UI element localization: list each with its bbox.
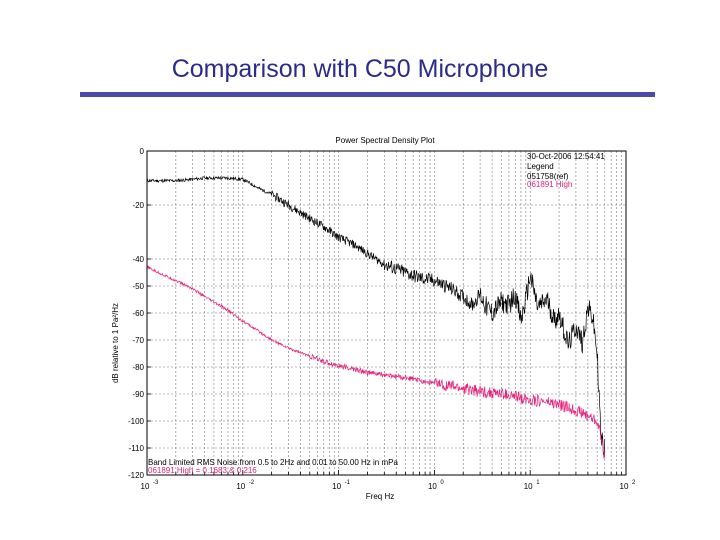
- y-tick-label: -90: [132, 390, 144, 399]
- y-tick-label: -120: [128, 471, 145, 480]
- x-tick-label: 10: [141, 482, 150, 491]
- annotation-line-1: Band Limited RMS Noise from 0.5 to 2Hz a…: [148, 458, 398, 467]
- x-tick-label: 10: [620, 482, 629, 491]
- legend-heading: Legend: [527, 162, 554, 171]
- series-line-high: [146, 265, 606, 459]
- y-tick-label: -70: [132, 336, 144, 345]
- series-layer: [146, 175, 606, 459]
- x-tick-label-exponent: 1: [536, 480, 540, 486]
- tick-layer: 10 -3 10 -2 10 -1 10 0 10 1 10 20-20-40-50-60-70-80…: [128, 147, 636, 491]
- x-tick-label-exponent: -2: [249, 480, 255, 486]
- psd-chart: 10 -3 10 -2 10 -1 10 0 10 1 10 20-20-40-50-60-70-80…: [111, 136, 636, 501]
- x-tick-label: 10: [332, 482, 341, 491]
- title-underline: [80, 92, 655, 97]
- legend-entry-ref: 051758(ref): [527, 172, 569, 181]
- y-tick-label: 0: [140, 147, 145, 156]
- legend-timestamp: 30-Oct-2006 12:54:41: [527, 152, 605, 161]
- x-tick-label: 10: [428, 482, 437, 491]
- y-tick-label: -40: [132, 255, 144, 264]
- y-tick-label: -50: [132, 282, 144, 291]
- x-axis-label: Freq Hz: [366, 492, 394, 501]
- x-tick-label-exponent: 2: [632, 480, 636, 486]
- y-tick-label: -110: [129, 444, 145, 453]
- x-tick-label-exponent: 0: [440, 480, 444, 486]
- y-tick-label: -80: [132, 363, 144, 372]
- x-tick-label-exponent: -1: [345, 480, 351, 486]
- series-line-reference: [146, 175, 606, 456]
- rms-noise-annotation: Band Limited RMS Noise from 0.5 to 2Hz a…: [148, 458, 398, 475]
- y-axis-label: dB relative to 1 Pa²/Hz: [111, 303, 120, 383]
- y-tick-label: -20: [132, 201, 144, 210]
- legend-entry-high: 061891 High: [527, 180, 572, 189]
- x-tick-label: 10: [524, 482, 533, 491]
- x-tick-label-exponent: -3: [153, 480, 159, 486]
- legend-box: 30-Oct-2006 12:54:41 Legend 051758(ref) …: [527, 152, 605, 189]
- y-tick-label: -100: [128, 417, 145, 426]
- x-tick-label: 10: [236, 482, 245, 491]
- chart-title: Power Spectral Density Plot: [335, 136, 435, 145]
- y-tick-label: -60: [132, 309, 144, 318]
- slide-title: Comparison with C50 Microphone: [171, 55, 549, 83]
- annotation-line-2: 061891 High = 0.1683 & 0.216: [148, 466, 257, 475]
